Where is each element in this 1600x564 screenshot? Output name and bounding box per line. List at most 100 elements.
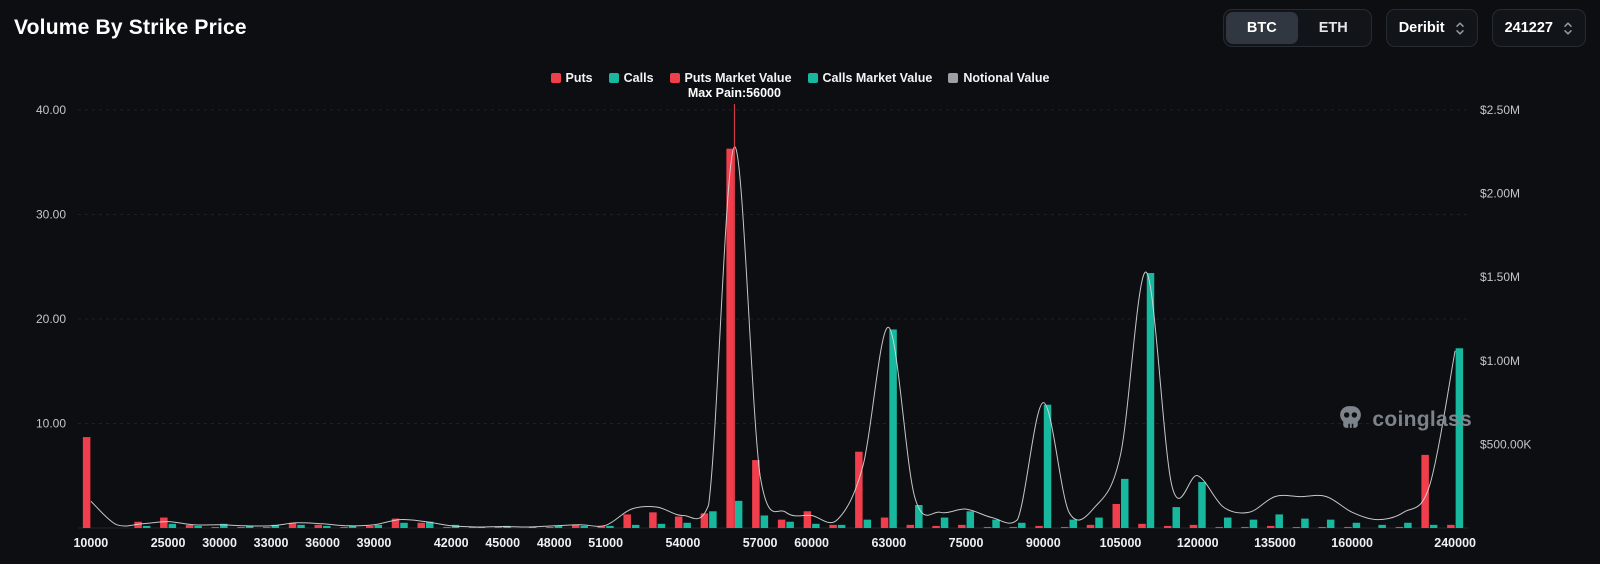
puts-bar[interactable] [1035,525,1043,528]
calls-bar[interactable] [168,523,177,528]
puts-bar[interactable] [1421,454,1429,528]
calls-bar[interactable] [1198,482,1206,528]
puts-bar[interactable] [185,524,194,528]
calls-bar[interactable] [271,524,280,528]
puts-bar[interactable] [160,517,168,528]
calls-bar[interactable] [657,523,666,528]
calls-bar[interactable] [915,505,923,528]
expiry-select[interactable]: 241227 [1491,9,1586,47]
puts-bar[interactable] [1163,525,1172,528]
puts-bar[interactable] [391,518,400,528]
puts-bar[interactable] [571,524,580,528]
calls-bar[interactable] [992,519,1000,528]
puts-bar[interactable] [700,513,709,528]
calls-bar[interactable] [297,524,305,528]
puts-bar[interactable] [1138,523,1146,528]
puts-bar[interactable] [443,526,451,528]
puts-bar[interactable] [1061,526,1069,528]
calls-bar[interactable] [734,500,743,528]
calls-bar[interactable] [606,525,614,528]
coin-toggle-btc[interactable]: BTC [1225,12,1298,44]
puts-bar[interactable] [1447,524,1455,528]
puts-bar[interactable] [340,526,348,528]
puts-bar[interactable] [288,522,297,528]
calls-bar[interactable] [1146,273,1155,528]
puts-bar[interactable] [649,512,657,528]
calls-bar[interactable] [142,525,151,528]
puts-bar[interactable] [1241,526,1249,528]
puts-bar[interactable] [958,524,966,528]
puts-bar[interactable] [983,526,992,528]
puts-bar[interactable] [134,521,142,528]
calls-bar[interactable] [554,525,563,528]
calls-bar[interactable] [426,521,434,528]
puts-bar[interactable] [674,516,683,528]
puts-bar[interactable] [366,525,374,528]
calls-bar[interactable] [1429,524,1438,528]
calls-bar[interactable] [400,522,408,528]
calls-bar[interactable] [966,511,975,528]
calls-bar[interactable] [863,519,872,528]
calls-bar[interactable] [1404,522,1412,528]
calls-bar[interactable] [1095,517,1103,528]
puts-bar[interactable] [1344,526,1352,528]
calls-bar[interactable] [1378,524,1386,528]
calls-bar[interactable] [220,523,228,528]
puts-bar[interactable] [1009,526,1018,528]
calls-bar[interactable] [348,525,357,528]
puts-bar[interactable] [623,514,631,528]
calls-bar[interactable] [580,525,588,528]
puts-bar[interactable] [494,526,503,528]
puts-bar[interactable] [82,437,91,528]
calls-bar[interactable] [1223,517,1232,528]
puts-bar[interactable] [803,511,812,528]
puts-bar[interactable] [1112,503,1121,528]
puts-bar[interactable] [597,525,606,528]
puts-bar[interactable] [777,519,786,528]
puts-bar[interactable] [752,460,760,528]
puts-bar[interactable] [855,451,863,528]
calls-bar[interactable] [1121,478,1129,528]
puts-bar[interactable] [829,524,837,528]
puts-bar[interactable] [1189,524,1198,528]
calls-bar[interactable] [812,523,820,528]
calls-bar[interactable] [1172,507,1180,528]
puts-bar[interactable] [932,525,940,528]
calls-bar[interactable] [837,524,846,528]
calls-bar[interactable] [374,524,383,528]
calls-bar[interactable] [1455,348,1464,528]
puts-bar[interactable] [880,517,889,528]
calls-bar[interactable] [194,525,202,528]
calls-bar[interactable] [1018,522,1026,528]
puts-bar[interactable] [468,526,477,528]
exchange-select[interactable]: Deribit [1385,9,1478,47]
legend-item-puts[interactable]: Puts [550,71,593,85]
calls-bar[interactable] [889,329,897,528]
calls-bar[interactable] [1326,519,1335,528]
calls-bar[interactable] [528,526,537,528]
calls-bar[interactable] [1069,519,1078,528]
legend-item-calls[interactable]: Calls [608,71,654,85]
puts-bar[interactable] [1292,526,1301,528]
calls-bar[interactable] [1249,519,1258,528]
calls-bar[interactable] [786,521,794,528]
puts-bar[interactable] [314,524,323,528]
puts-bar[interactable] [546,526,554,528]
puts-bar[interactable] [211,526,220,528]
puts-bar[interactable] [1395,526,1404,528]
legend-item-puts-market-value[interactable]: Puts Market Value [669,71,792,85]
calls-bar[interactable] [1275,514,1283,528]
puts-bar[interactable] [417,522,426,528]
puts-bar[interactable] [1215,526,1223,528]
calls-bar[interactable] [1043,404,1052,528]
puts-bar[interactable] [906,524,915,528]
legend-item-calls-market-value[interactable]: Calls Market Value [807,71,932,85]
puts-bar[interactable] [1318,526,1326,528]
calls-bar[interactable] [1352,522,1361,528]
puts-bar[interactable] [1086,524,1095,528]
calls-bar[interactable] [940,517,949,528]
puts-bar[interactable] [1266,525,1275,528]
calls-bar[interactable] [760,515,769,528]
calls-bar[interactable] [1301,518,1309,528]
puts-bar[interactable] [263,526,271,528]
